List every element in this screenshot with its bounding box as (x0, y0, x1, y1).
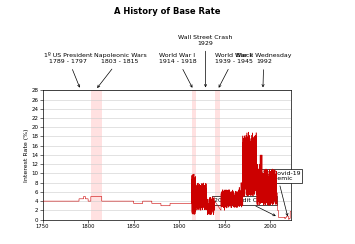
Bar (215, 90, 220, 220)
Text: 2009 Credit Crunch: 2009 Credit Crunch (214, 198, 275, 216)
Text: A History of Base Rate: A History of Base Rate (114, 7, 220, 16)
Text: 2020 Covid-19
Pandemic: 2020 Covid-19 Pandemic (255, 171, 300, 216)
Text: World War I
1914 - 1918: World War I 1914 - 1918 (158, 53, 196, 87)
Text: Napoleonic Wars
1803 - 1815: Napoleonic Wars 1803 - 1815 (94, 53, 146, 88)
Text: Wall Street Crash
1929: Wall Street Crash 1929 (178, 35, 233, 87)
Text: World War II
1939 - 1945: World War II 1939 - 1945 (215, 53, 253, 87)
Bar (91, 90, 102, 220)
Bar (192, 90, 196, 220)
Y-axis label: Interest Rate (%): Interest Rate (%) (24, 128, 29, 182)
Text: Black Wednesday
1992: Black Wednesday 1992 (236, 53, 291, 87)
Text: 1º US President
1789 - 1797: 1º US President 1789 - 1797 (44, 53, 92, 87)
